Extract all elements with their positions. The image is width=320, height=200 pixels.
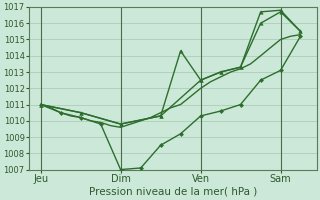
- X-axis label: Pression niveau de la mer( hPa ): Pression niveau de la mer( hPa ): [89, 187, 257, 197]
